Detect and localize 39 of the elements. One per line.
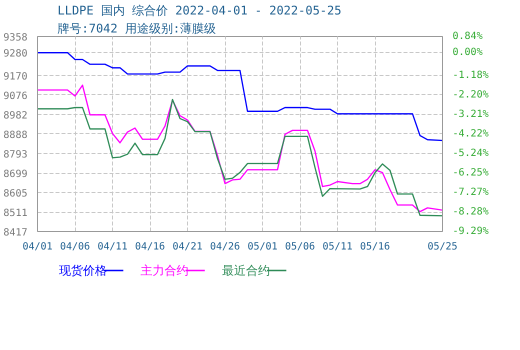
x-tick-label: 05/25 <box>427 242 458 252</box>
y-tick-label: 9076 <box>3 90 28 102</box>
y-tick-label: 9170 <box>3 71 28 82</box>
y2-tick-label: -3.21% <box>452 108 489 120</box>
x-tick-label: 04/26 <box>210 242 240 252</box>
x-tick-label: 05/06 <box>284 242 316 252</box>
y2-tick-label: -7.27% <box>452 187 489 198</box>
x-tick-label: 04/21 <box>172 242 203 252</box>
legend-label: 主力合约 <box>140 264 188 278</box>
y2-tick-label: -2.20% <box>452 90 489 101</box>
y-tick-label: 8417 <box>3 228 28 238</box>
y-tick-label: 8511 <box>3 208 28 220</box>
line-series <box>38 52 442 142</box>
y2-tick-label: -9.29% <box>452 226 489 237</box>
y2-tick-label: -4.22% <box>452 128 489 140</box>
y2-tick-label: -6.25% <box>452 167 489 178</box>
y2-tick-label: 0.00% <box>452 47 483 58</box>
x-tick-label: 05/01 <box>247 242 278 252</box>
x-tick-label: 05/11 <box>322 242 353 252</box>
y2-tick-label: -8.28% <box>452 206 489 218</box>
legend-label: 现货价格 <box>58 264 107 278</box>
y2-tick-label: -5.24% <box>452 148 489 160</box>
y2-tick-label: -1.18% <box>452 70 489 81</box>
y-tick-label: 8793 <box>3 150 28 161</box>
chart-title: LLDPE 国内 综合价 2022-04-01 - 2022-05-25 <box>58 4 342 18</box>
chart-subtitle: 牌号:7042 用途级别:薄膜级 <box>58 22 216 36</box>
y-tick-label: 8888 <box>3 130 28 141</box>
y-tick-label: 9358 <box>3 32 28 44</box>
y-tick-label: 8605 <box>3 188 28 200</box>
x-tick-label: 04/06 <box>60 242 90 252</box>
x-tick-label: 04/11 <box>97 242 128 252</box>
legend-label: 最近合约 <box>222 264 270 278</box>
y-tick-label: 9280 <box>3 48 28 60</box>
y-tick-label: 8699 <box>3 169 28 180</box>
y2-tick-label: 0.84% <box>452 31 483 42</box>
x-tick-label: 04/01 <box>22 242 53 252</box>
y-tick-label: 8982 <box>3 110 28 122</box>
x-tick-label: 04/16 <box>134 242 166 252</box>
x-tick-label: 05/16 <box>360 242 390 252</box>
